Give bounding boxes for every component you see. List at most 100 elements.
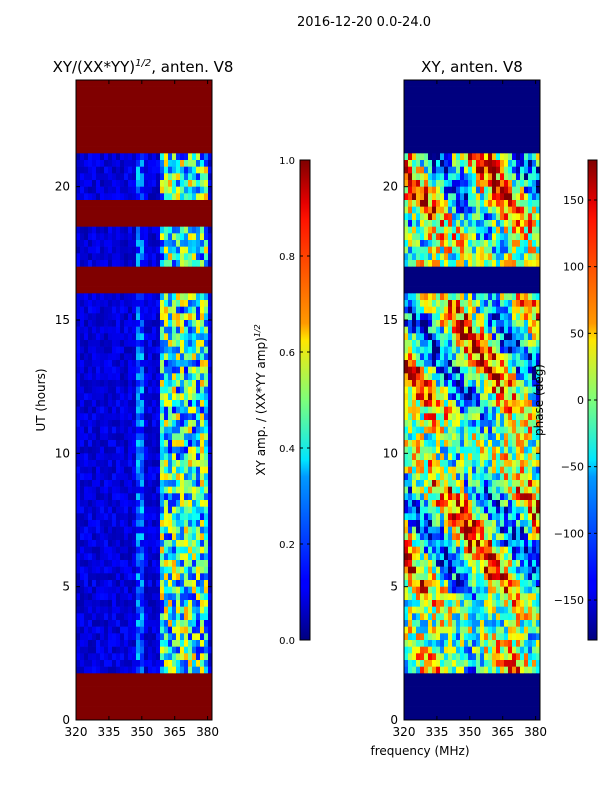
heatmap-cell (456, 373, 461, 381)
heatmap-cell (524, 273, 529, 281)
heatmap-cell (76, 153, 81, 161)
heatmap-cell (528, 266, 533, 274)
heatmap-cell (532, 220, 537, 227)
heatmap-cell (188, 660, 193, 667)
heatmap-cell (100, 486, 105, 494)
heatmap-cell (188, 313, 193, 321)
heatmap-cell (208, 346, 213, 354)
heatmap-cell (128, 293, 133, 301)
heatmap-cell (420, 86, 425, 94)
y-tick-label: 5 (62, 580, 70, 594)
heatmap-cell (192, 426, 197, 434)
heatmap-cell (184, 580, 189, 587)
heatmap-cell (148, 520, 153, 527)
heatmap-cell (148, 246, 153, 254)
heatmap-cell (500, 80, 505, 87)
heatmap-cell (196, 313, 201, 321)
heatmap-cell (408, 260, 413, 267)
heatmap-cell (464, 100, 469, 107)
heatmap-cell (80, 606, 85, 614)
heatmap-cell (204, 233, 209, 241)
heatmap-cell (180, 693, 185, 701)
heatmap-cell (516, 173, 521, 181)
heatmap-cell (412, 146, 417, 154)
heatmap-cell (112, 626, 117, 634)
heatmap-cell (116, 300, 121, 307)
heatmap-cell (120, 553, 125, 561)
heatmap-cell (208, 633, 213, 641)
heatmap-cell (176, 186, 181, 194)
heatmap-cell (112, 526, 117, 534)
heatmap-cell (468, 393, 473, 401)
heatmap-cell (76, 100, 81, 107)
heatmap-cell (108, 306, 113, 314)
heatmap-cell (184, 513, 189, 521)
heatmap-cell (208, 453, 213, 461)
heatmap-cell (164, 613, 169, 621)
heatmap-cell (104, 366, 109, 374)
heatmap-cell (416, 260, 421, 267)
heatmap-cell (468, 166, 473, 174)
heatmap-cell (136, 393, 141, 401)
heatmap-cell (200, 286, 205, 294)
heatmap-cell (444, 126, 449, 134)
heatmap-cell (84, 246, 89, 254)
heatmap-cell (536, 173, 541, 181)
heatmap-cell (448, 393, 453, 401)
heatmap-cell (120, 466, 125, 474)
heatmap-cell (116, 653, 121, 661)
heatmap-cell (184, 313, 189, 321)
heatmap-cell (156, 433, 161, 441)
heatmap-cell (100, 180, 105, 187)
heatmap-cell (500, 286, 505, 294)
heatmap-cell (144, 460, 149, 467)
heatmap-cell (116, 186, 121, 194)
heatmap-cell (204, 406, 209, 414)
heatmap-cell (124, 433, 129, 441)
colorbar-tick-label: 0.0 (279, 636, 295, 647)
heatmap-cell (84, 486, 89, 494)
heatmap-cell (516, 340, 521, 347)
heatmap-cell (96, 460, 101, 467)
heatmap-cell (496, 120, 501, 127)
heatmap-cell (520, 346, 525, 354)
left-colorbar-gradient (299, 159, 311, 641)
heatmap-cell (508, 360, 513, 367)
heatmap-cell (96, 600, 101, 607)
heatmap-cell (148, 306, 153, 314)
heatmap-cell (428, 180, 433, 187)
heatmap-cell (140, 86, 145, 94)
heatmap-cell (144, 546, 149, 554)
heatmap-cell (204, 573, 209, 581)
heatmap-cell (152, 113, 157, 121)
heatmap-cell (160, 133, 165, 141)
heatmap-cell (448, 400, 453, 407)
heatmap-cell (104, 600, 109, 607)
heatmap-cell (148, 420, 153, 427)
heatmap-cell (80, 713, 85, 721)
heatmap-cell (156, 273, 161, 281)
heatmap-cell (152, 700, 157, 707)
heatmap-cell (144, 100, 149, 107)
heatmap-cell (160, 306, 165, 314)
heatmap-cell (164, 160, 169, 167)
heatmap-cell (112, 593, 117, 601)
heatmap-cell (180, 386, 185, 394)
heatmap-cell (128, 566, 133, 574)
heatmap-cell (88, 640, 93, 647)
heatmap-cell (184, 266, 189, 274)
heatmap-cell (456, 260, 461, 267)
heatmap-cell (468, 206, 473, 214)
heatmap-cell (444, 100, 449, 107)
heatmap-cell (112, 173, 117, 181)
heatmap-cell (156, 693, 161, 701)
heatmap-cell (164, 566, 169, 574)
heatmap-cell (188, 620, 193, 627)
heatmap-cell (508, 246, 513, 254)
heatmap-cell (196, 300, 201, 307)
heatmap-cell (512, 393, 517, 401)
heatmap-cell (460, 120, 465, 127)
heatmap-cell (416, 233, 421, 241)
heatmap-cell (116, 426, 121, 434)
heatmap-cell (104, 580, 109, 587)
